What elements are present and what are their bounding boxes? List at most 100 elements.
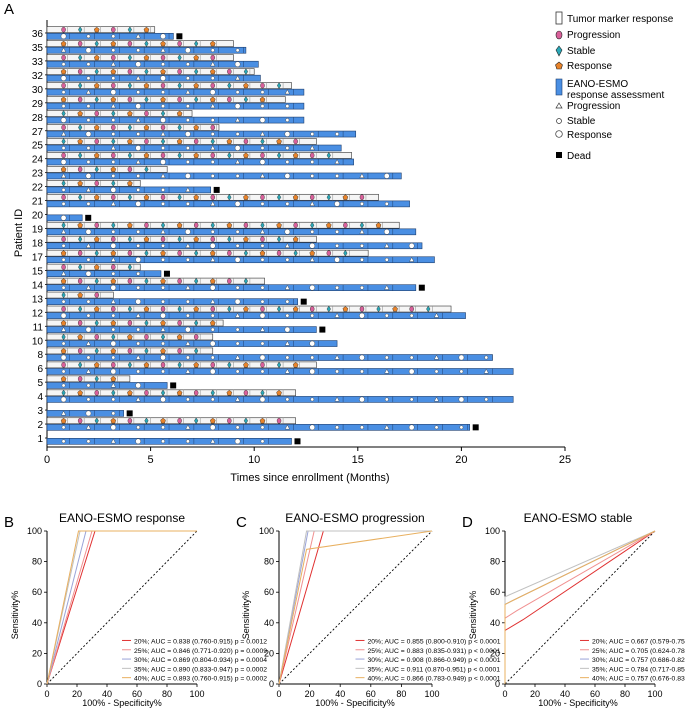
eano-assessment-bar (46, 242, 423, 250)
marker-progression-icon (61, 152, 66, 159)
eano-progression-icon (160, 326, 166, 332)
marker-stable-icon (78, 151, 83, 159)
marker-response-icon (93, 82, 100, 89)
marker-response-icon (110, 278, 117, 284)
roc-y-tick-label: 80 (264, 557, 274, 567)
marker-stable-icon (194, 96, 199, 103)
eano-stable-icon (210, 48, 215, 53)
eano-stable-icon (61, 201, 66, 206)
eano-progression-icon (309, 201, 315, 206)
eano-stable-icon (161, 425, 165, 430)
marker-response-icon (193, 194, 199, 200)
eano-response-icon (135, 256, 141, 263)
eano-progression-icon (61, 410, 67, 416)
marker-response-icon (110, 348, 117, 354)
eano-stable-icon (161, 257, 165, 262)
eano-stable-icon (310, 174, 315, 178)
eano-stable-icon (459, 369, 464, 374)
eano-stable-icon (260, 201, 265, 206)
eano-stable-icon (61, 188, 66, 192)
marker-response-icon (127, 180, 133, 186)
marker-progression-icon (111, 54, 116, 61)
eano-stable-icon (484, 355, 489, 360)
eano-stable-icon (235, 341, 240, 346)
eano-stable-icon (111, 313, 116, 318)
patient-id-label: 10 (32, 336, 44, 347)
marker-progression-icon (310, 194, 315, 201)
eano-stable-icon (86, 257, 91, 262)
marker-response-icon (259, 250, 266, 256)
eano-response-icon (135, 145, 141, 151)
patient-id-label: 6 (37, 364, 43, 375)
eano-progression-icon (185, 242, 191, 248)
marker-stable-icon (243, 249, 248, 257)
eano-stable-icon (111, 327, 116, 332)
marker-stable-icon (127, 305, 132, 313)
marker-progression-icon (210, 54, 215, 61)
eano-response-icon (110, 340, 117, 347)
eano-response-icon (60, 396, 67, 403)
marker-stable-icon (94, 96, 99, 103)
patient-id-label: 21 (32, 197, 44, 208)
marker-response-icon (210, 417, 216, 424)
marker-progression-icon (160, 152, 166, 159)
eano-assessment-bar (46, 186, 211, 194)
eano-stable-icon (235, 174, 240, 178)
eano-progression-icon (61, 326, 67, 332)
eano-stable-icon (185, 76, 190, 81)
marker-response-icon (276, 138, 282, 145)
marker-response-icon (243, 194, 249, 200)
patient-row: 11 (33, 319, 326, 333)
eano-progression-icon (210, 145, 216, 151)
patient-row: 18 (32, 235, 423, 250)
marker-stable-icon (194, 68, 199, 75)
roc-legend-label: 30%; AUC = 0.869 (0.804-0.934) p = 0.000… (134, 657, 267, 664)
eano-progression-icon (135, 159, 141, 164)
eano-progression-icon (135, 75, 141, 81)
marker-progression-icon (160, 54, 166, 61)
roc-curve-40pct (278, 530, 433, 685)
eano-stable-icon (384, 397, 389, 402)
marker-stable-icon (177, 361, 182, 369)
patient-row: 3 (37, 406, 133, 417)
eano-response-icon (60, 33, 67, 40)
roc-x-tick-label: 80 (396, 689, 406, 699)
marker-response-icon (276, 222, 282, 228)
patient-id-label: 15 (32, 266, 44, 277)
marker-response-icon (77, 138, 83, 145)
marker-response-icon (210, 96, 216, 103)
eano-progression-icon (235, 312, 241, 318)
marker-progression-icon (127, 68, 133, 75)
patient-row: 10 (32, 333, 338, 347)
marker-progression-icon (260, 82, 265, 89)
eano-stable-icon (111, 48, 116, 53)
marker-response-icon (259, 96, 266, 103)
marker-progression-icon (210, 82, 215, 89)
marker-progression-icon (144, 390, 149, 396)
eano-response-icon (259, 354, 266, 361)
marker-response-icon (127, 138, 133, 145)
eano-response-icon (284, 229, 291, 235)
marker-progression-icon (293, 222, 298, 229)
eano-assessment-bar (46, 102, 305, 110)
eano-stable-icon (136, 174, 141, 178)
eano-response-icon (160, 75, 166, 81)
marker-progression-icon (127, 166, 133, 173)
eano-stable-icon (384, 355, 389, 360)
patient-row: 27 (32, 124, 357, 138)
eano-stable-icon (285, 257, 290, 262)
eano-assessment-bar (46, 284, 417, 291)
patient-row: 20 (32, 211, 92, 222)
patient-id-label: 17 (32, 252, 44, 263)
marker-stable-icon (144, 96, 149, 103)
marker-stable-icon (78, 54, 83, 62)
tumor-marker-bar (46, 417, 296, 425)
eano-stable-icon (210, 229, 215, 234)
marker-stable-icon (127, 151, 132, 159)
eano-stable-icon (185, 439, 190, 444)
eano-stable-icon (310, 160, 315, 164)
eano-response-icon (160, 354, 166, 361)
marker-stable-icon (243, 417, 248, 425)
marker-response-icon (110, 96, 117, 103)
eano-progression-icon (110, 103, 116, 109)
